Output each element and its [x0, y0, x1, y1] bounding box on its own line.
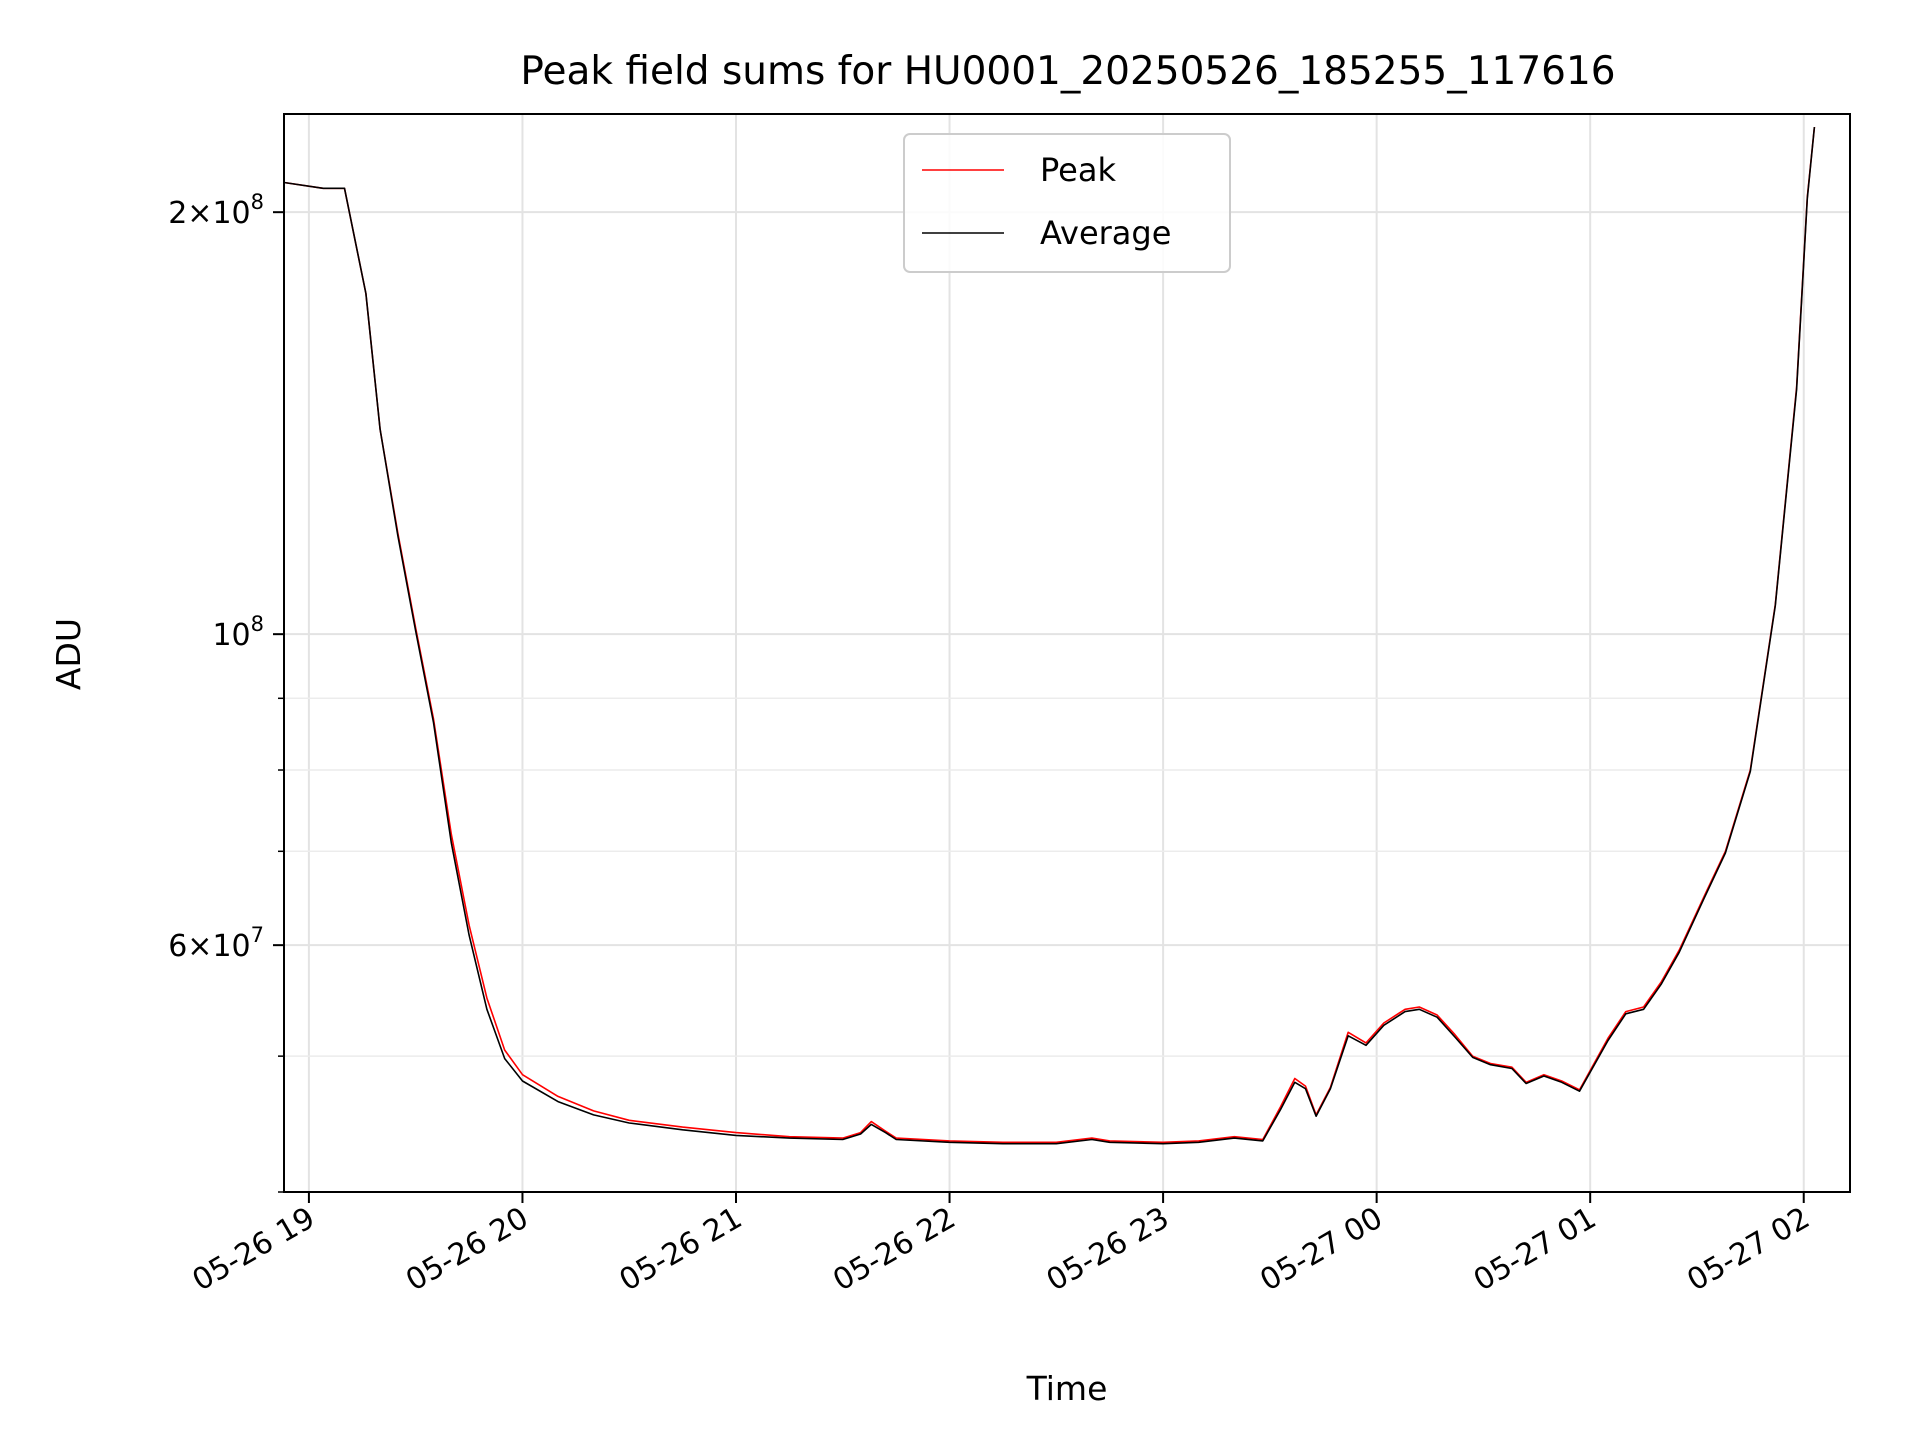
y-axis: 2×108 108 6×107: [168, 190, 284, 1193]
y-tick-label: 108: [212, 612, 264, 653]
y-axis-label: ADU: [49, 618, 88, 690]
y-tick-label: 2×108: [168, 190, 264, 231]
legend: Peak Average: [903, 133, 1231, 273]
series-layer: [284, 127, 1816, 1145]
series-line-average: [284, 127, 1816, 1145]
legend-label-peak: Peak: [1040, 151, 1116, 189]
legend-box: [903, 133, 1231, 273]
grid: [284, 114, 1850, 1193]
legend-label-average: Average: [1040, 214, 1171, 252]
series-line-peak: [284, 127, 1816, 1144]
plot-frame: [283, 113, 1851, 1193]
chart-title: Peak field sums for HU0001_20250526_1852…: [520, 49, 1615, 94]
x-axis-label: Time: [1026, 1369, 1108, 1408]
y-tick-label: 6×107: [168, 923, 264, 964]
